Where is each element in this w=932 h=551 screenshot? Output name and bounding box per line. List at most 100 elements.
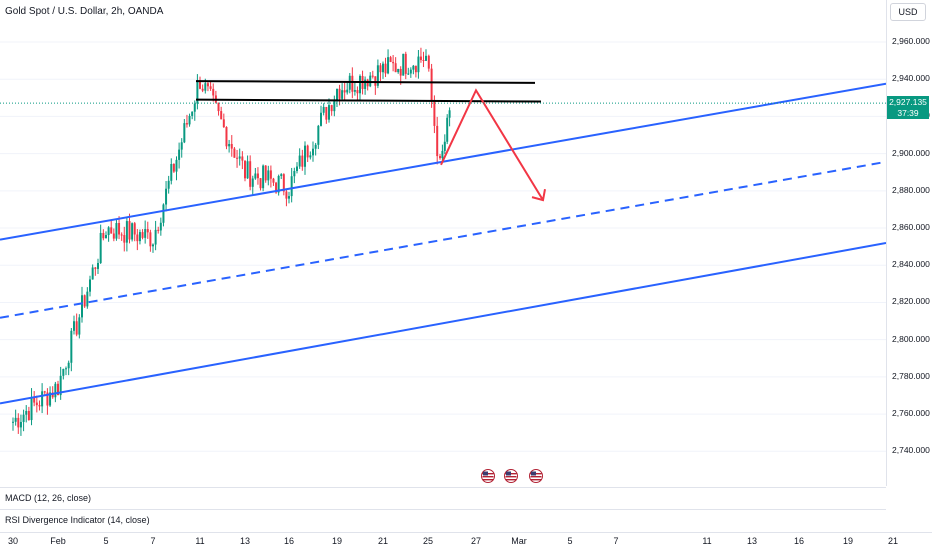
candle-body: [193, 103, 196, 112]
candle-body: [446, 117, 449, 142]
candle-body: [228, 143, 231, 147]
candle-body: [256, 173, 259, 179]
price-tick-label: 2,780.000: [892, 370, 930, 381]
candle-body: [112, 233, 115, 239]
candle-body: [17, 417, 20, 428]
candle-body: [353, 90, 356, 92]
candle-body: [157, 229, 160, 231]
last-price-value: 2,927.135: [889, 97, 927, 107]
candle-body: [162, 204, 165, 223]
rsi-pane[interactable]: RSI Divergence Indicator (14, close): [0, 509, 886, 532]
candle-body: [376, 65, 379, 86]
candle-body: [298, 155, 301, 167]
candle-body: [317, 125, 320, 145]
candle-body: [419, 56, 422, 60]
resistance-line-lower: [195, 98, 542, 103]
candle-body: [275, 182, 278, 193]
candle-body: [180, 142, 183, 150]
candle-body: [379, 65, 382, 73]
chart-plot-area[interactable]: [0, 0, 886, 480]
rsi-label[interactable]: RSI Divergence Indicator (14, close): [5, 515, 150, 525]
candle-body: [188, 115, 191, 125]
price-tick-label: 2,940.000: [892, 73, 930, 84]
candle-body: [430, 68, 433, 101]
candle-body: [49, 392, 52, 406]
time-tick-label: 25: [422, 536, 434, 546]
last-price-label: 2,927.135 37:39: [887, 96, 929, 119]
candle-body: [443, 141, 446, 151]
candle-body: [19, 421, 22, 428]
candle-body: [267, 170, 270, 181]
candle-body: [120, 234, 123, 236]
candle-body: [91, 267, 94, 280]
candle-body: [38, 405, 41, 407]
candle-body: [328, 105, 330, 120]
candle-body: [144, 229, 147, 238]
candle-body: [369, 75, 372, 87]
candle-body: [217, 102, 220, 112]
price-tick-label: 2,860.000: [892, 222, 930, 233]
candle-body: [225, 127, 228, 147]
price-tick-label: 2,880.000: [892, 184, 930, 195]
candle-body: [387, 57, 390, 74]
candle-body: [201, 88, 204, 91]
candle-body: [441, 150, 444, 159]
candle-body: [262, 165, 265, 189]
candle-body: [277, 175, 280, 193]
candle-body: [394, 63, 397, 73]
candle-body: [110, 227, 113, 234]
candle-body: [448, 110, 451, 118]
candle-body: [351, 75, 354, 92]
candle-body: [152, 244, 154, 247]
candle-body: [290, 176, 293, 197]
candle-body: [433, 100, 436, 126]
candle-body: [407, 73, 410, 75]
candle-body: [131, 223, 134, 240]
price-tick-label: 2,820.000: [892, 296, 930, 307]
price-axis[interactable]: [886, 0, 932, 486]
candle-body: [392, 61, 395, 64]
candle-body: [86, 291, 89, 307]
candle-body: [133, 223, 136, 235]
candle-body: [178, 149, 181, 160]
us-flag-icon[interactable]: [504, 469, 518, 483]
candle-body: [141, 232, 144, 238]
candle-body: [333, 99, 336, 112]
candle-body: [312, 148, 314, 156]
time-axis[interactable]: 30 Feb 5 7 11 13 16 19 21 25 27 Mar 5 7 11 13 16 19 21: [0, 532, 932, 551]
candle-body: [41, 391, 44, 407]
macd-label[interactable]: MACD (12, 26, close): [5, 493, 92, 503]
candle-body: [282, 174, 285, 192]
time-tick-label: 13: [239, 536, 251, 546]
candle-body: [30, 397, 33, 421]
candle-body: [128, 221, 131, 240]
price-tick-label: 2,740.000: [892, 445, 930, 456]
candle-body: [83, 295, 86, 307]
candle-body: [204, 83, 207, 91]
candle-body: [102, 232, 105, 239]
candle-body: [288, 196, 290, 199]
bar-countdown: 37:39: [897, 108, 919, 118]
candle-body: [81, 295, 83, 318]
time-tick-label: 19: [331, 536, 343, 546]
currency-button[interactable]: USD: [890, 3, 926, 21]
us-flag-icon[interactable]: [529, 469, 543, 483]
candle-body: [336, 88, 338, 100]
candle-body: [304, 145, 306, 167]
candle-body: [62, 368, 65, 376]
candle-body: [301, 155, 304, 167]
time-tick-label: 30: [7, 536, 19, 546]
us-flag-icon[interactable]: [481, 469, 495, 483]
candle-body: [285, 191, 288, 199]
candlestick-chart[interactable]: [0, 0, 886, 480]
candle-body: [149, 232, 152, 247]
macd-pane[interactable]: MACD (12, 26, close): [0, 487, 886, 510]
candle-body: [338, 88, 341, 99]
candle-body: [306, 145, 309, 158]
candle-body: [341, 90, 344, 99]
candle-body: [402, 53, 405, 76]
candle-body: [251, 178, 254, 187]
candle-body: [439, 156, 441, 159]
candle-body: [222, 119, 225, 128]
candle-body: [325, 106, 328, 120]
